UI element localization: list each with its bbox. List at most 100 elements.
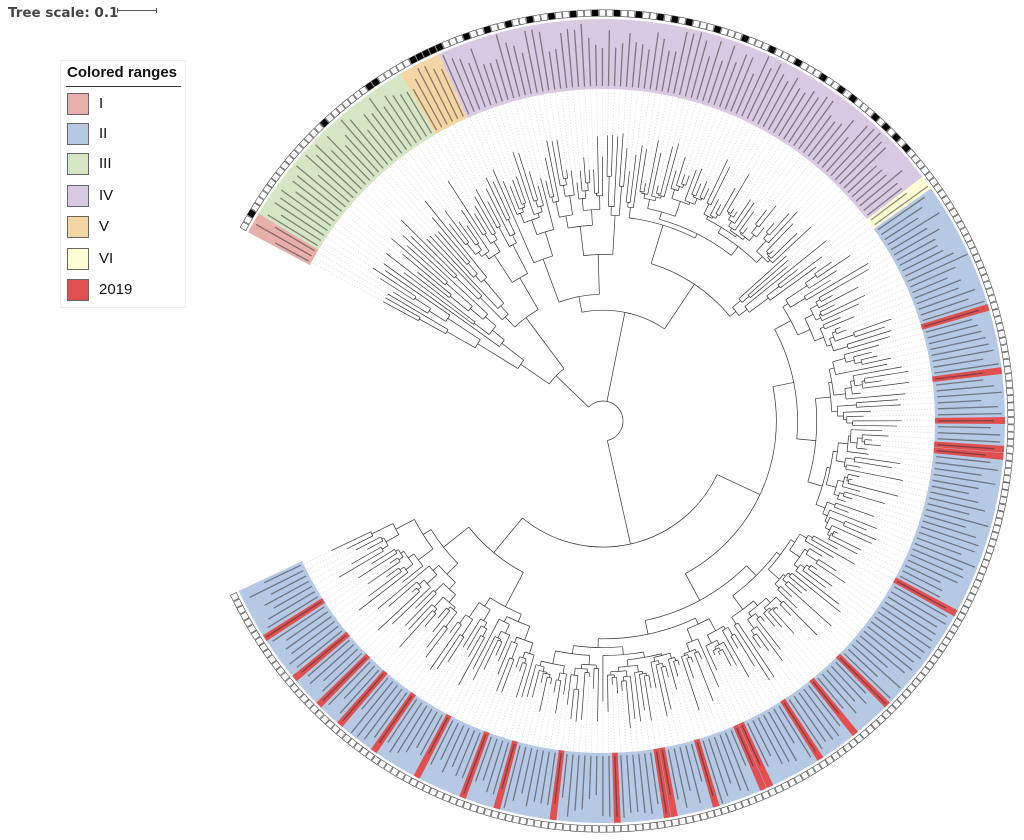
tree-branch	[526, 664, 537, 698]
tree-branch	[524, 651, 535, 656]
tree-branch	[372, 267, 417, 297]
leaf-label	[767, 77, 799, 131]
leaf-marker	[441, 39, 451, 49]
tree-branch	[499, 639, 502, 642]
tree-branch	[431, 217, 470, 263]
leaf-guide	[685, 105, 708, 173]
tree-branch	[539, 670, 548, 673]
leaf-guide	[311, 262, 382, 301]
tree-branch	[626, 670, 628, 677]
tree-branch	[493, 241, 501, 252]
leaf-guide	[363, 190, 410, 235]
leaf-marker	[1007, 402, 1015, 410]
leaf-marker	[435, 790, 445, 800]
leaf-marker	[740, 34, 750, 44]
leaf-marker	[239, 221, 250, 231]
leaf-label	[839, 141, 882, 185]
leaf-label	[788, 699, 823, 750]
tree-branch	[623, 148, 628, 187]
tree-branch	[610, 670, 627, 673]
leaf-guide	[668, 679, 686, 743]
leaf-guide	[617, 695, 621, 753]
leaf-guide	[486, 694, 502, 733]
leaf-label	[581, 755, 586, 810]
leaf-guide	[526, 684, 541, 745]
tree-branch	[749, 297, 769, 313]
leaf-marker	[933, 183, 943, 193]
leaf-marker	[599, 825, 607, 833]
leaf-label	[887, 212, 940, 246]
leaf-marker	[692, 813, 701, 823]
leaf-guide	[798, 190, 842, 233]
leaf-guide	[371, 182, 426, 238]
leaf-label	[673, 748, 688, 808]
leaf-marker	[910, 154, 921, 164]
tree-branch	[566, 674, 572, 705]
leaf-label	[930, 491, 979, 504]
leaf-guide	[899, 396, 935, 400]
tree-branch	[716, 474, 761, 495]
leaf-guide	[560, 91, 572, 169]
leaf-label	[909, 266, 956, 288]
tree-branch	[828, 532, 832, 540]
leaf-label	[475, 736, 492, 782]
leaf-marker	[754, 39, 764, 49]
leaf-marker	[275, 166, 286, 177]
leaf-label	[356, 685, 398, 738]
leaf-marker	[787, 777, 797, 788]
leaf-label	[821, 136, 849, 169]
tree-branch	[474, 322, 490, 335]
tree-branch	[697, 638, 720, 688]
leaf-label	[315, 144, 362, 190]
tree-branch	[474, 213, 487, 234]
tree-branch	[796, 438, 816, 441]
tree-branch	[785, 584, 832, 627]
tree-branch	[565, 178, 567, 185]
tree-branch	[847, 483, 899, 497]
leaf-label	[936, 455, 991, 464]
leaf-marker	[490, 23, 499, 33]
leaf-guide	[520, 99, 541, 177]
leaf-guide	[480, 112, 510, 185]
leaf-guide	[626, 90, 633, 147]
tree-branch	[799, 533, 807, 539]
leaf-guide	[661, 96, 674, 151]
tree-branch	[837, 404, 857, 407]
leaf-marker	[635, 823, 644, 832]
leaf-marker	[289, 682, 300, 693]
leaf-marker	[293, 144, 304, 154]
leaf-marker	[876, 714, 887, 725]
tree-branch	[822, 513, 828, 517]
tree-branch	[693, 653, 714, 702]
leaf-marker	[985, 287, 995, 297]
leaf-label	[741, 725, 761, 766]
tree-branch	[411, 587, 417, 593]
tree-branch	[368, 571, 402, 597]
leaf-marker	[1005, 453, 1014, 461]
leaf-guide	[438, 658, 468, 710]
tree-branch	[485, 316, 497, 327]
tree-branch	[408, 604, 433, 630]
tree-branch	[853, 318, 892, 333]
tree-branch	[466, 243, 476, 255]
leaf-marker	[352, 89, 363, 100]
legend-label-ii: II	[99, 125, 108, 142]
tree-branch	[391, 238, 446, 285]
tree-branch	[504, 316, 515, 328]
tree-branch	[515, 176, 526, 204]
tree-branch	[747, 619, 755, 629]
leaf-marker	[642, 822, 651, 831]
leaf-label	[936, 450, 986, 456]
tree-branch	[515, 663, 528, 698]
tree-branch	[726, 211, 731, 214]
tree-branch	[479, 297, 503, 321]
leaf-marker	[865, 724, 876, 735]
leaf-label	[696, 56, 711, 100]
tree-branch	[726, 173, 750, 212]
tree-branch	[835, 334, 855, 342]
leaf-guide	[475, 114, 503, 180]
tree-branch	[763, 238, 769, 244]
tree-branch	[654, 196, 657, 201]
tree-branch	[607, 675, 609, 713]
tree-branch	[402, 565, 424, 583]
